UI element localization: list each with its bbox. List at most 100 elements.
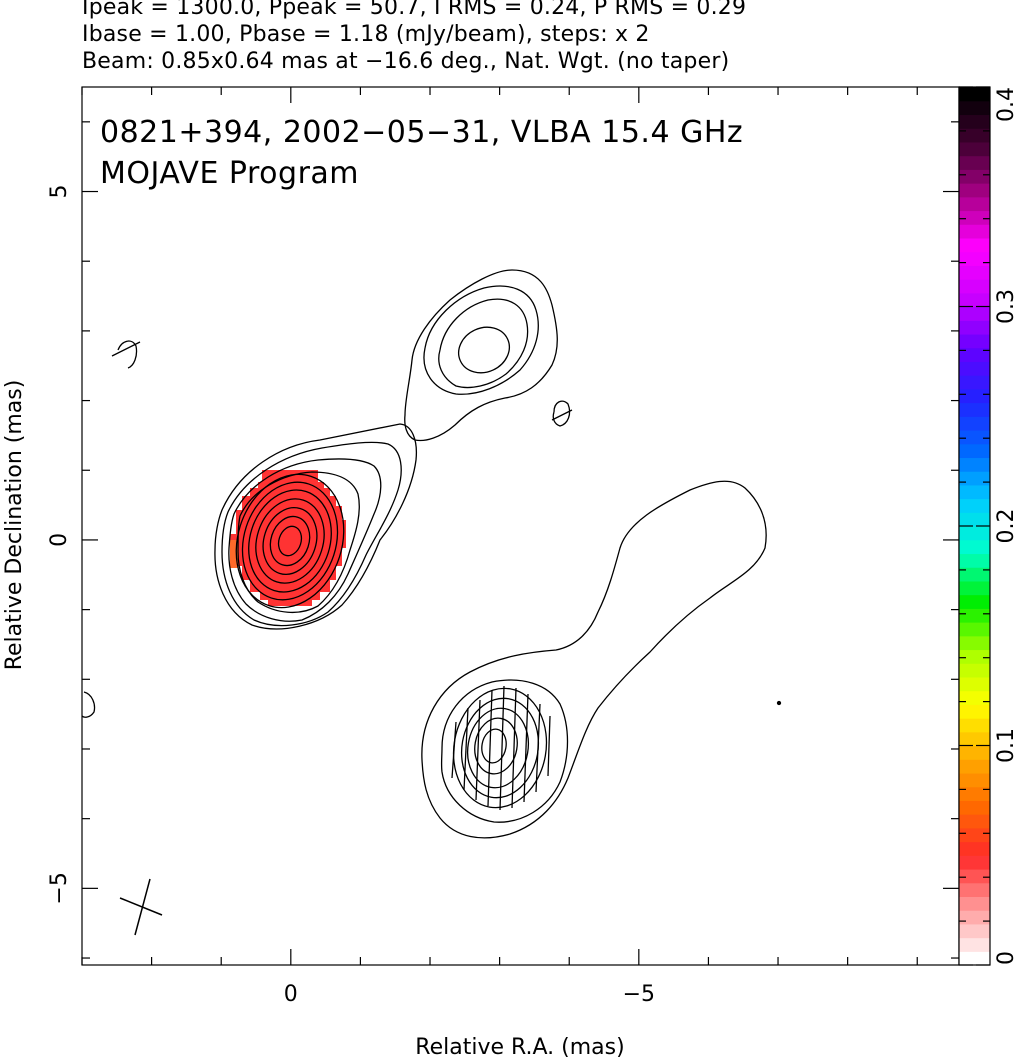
colorbar-cell	[959, 333, 990, 349]
contour-core-5	[235, 473, 345, 609]
colorbar-cell	[959, 882, 990, 898]
colorbar-cell	[959, 141, 990, 157]
colorbar-cell	[959, 704, 990, 719]
contour-isolated-dot	[776, 700, 782, 706]
colorbar-cell	[959, 855, 990, 870]
plot-area	[82, 269, 782, 936]
x-axis-label: Relative R.A. (mas)	[415, 1035, 624, 1060]
colorbar-cell	[959, 676, 990, 692]
contour-core-6	[241, 481, 339, 601]
plot-title: 0821+394, 2002−05−31, VLBA 15.4 GHz	[100, 115, 743, 150]
colorbar-tick-label: 0.3	[994, 289, 1019, 324]
x-tick-labels: 0 −5	[284, 982, 655, 1007]
colorbar-cell	[959, 622, 990, 637]
colorbar-cell	[959, 484, 990, 500]
colorbar-cell	[959, 718, 990, 733]
colorbar-cell	[959, 443, 990, 459]
contour-jet-south-2	[440, 679, 569, 823]
y-axis-label: Relative Declination (mas)	[2, 380, 27, 671]
colorbar-cell	[959, 567, 990, 582]
contour-core-11	[277, 525, 303, 557]
colorbar-cell	[959, 87, 990, 102]
colorbar-cell	[959, 498, 990, 513]
contour-core-outer-1	[214, 423, 418, 630]
colorbar-cell	[959, 608, 990, 623]
x-tick-label: 0	[284, 982, 298, 1007]
colorbar-cell	[959, 814, 990, 829]
contour-core-10	[269, 515, 311, 567]
colorbar-cell	[959, 128, 990, 143]
colorbar-cell	[959, 210, 990, 225]
contour-isolated-right	[551, 400, 573, 427]
colorbar-cell	[959, 937, 990, 952]
colorbar-cell	[959, 539, 990, 555]
contour-jet-north-2	[423, 285, 539, 395]
colorbar-cell	[959, 416, 990, 431]
colorbar-cell	[959, 388, 990, 404]
colorbar-cell	[959, 155, 990, 170]
colorbar-cell	[959, 690, 990, 705]
colorbar-cell	[959, 580, 990, 596]
colorbar-cell	[959, 320, 990, 335]
colorbar-cell	[959, 100, 990, 116]
colorbar-cell	[959, 951, 990, 966]
colorbar-cell	[959, 196, 990, 212]
colorbar-cell	[959, 224, 990, 239]
colorbar-cell	[959, 169, 990, 184]
y-tick-labels: 5 0 −5	[47, 185, 72, 905]
colorbar-tick-label: 0	[994, 951, 1019, 965]
contour-isolated-left	[111, 340, 141, 369]
colorbar-cell	[959, 183, 990, 198]
colorbar-cell	[959, 841, 990, 856]
pol-vector	[475, 699, 481, 801]
colorbar-cell	[959, 526, 990, 541]
colorbar-cell	[959, 237, 990, 253]
colorbar-cell	[959, 731, 990, 747]
colorbar-cell	[959, 457, 990, 472]
colorbar-cell	[959, 471, 990, 486]
colorbar-cell	[959, 827, 990, 843]
y-tick-label: 0	[47, 533, 72, 547]
contour-jet-north-3	[438, 298, 529, 389]
pol-vector	[535, 703, 541, 793]
beam-minor-axis	[119, 897, 163, 916]
colorbar-cell	[959, 786, 990, 801]
pol-vector	[451, 721, 457, 779]
colorbar-tick-label: 0.4	[994, 87, 1019, 122]
contour-jet-north-4	[458, 326, 510, 374]
colorbar-cell	[959, 347, 990, 362]
contour-jet-north-outer	[404, 269, 558, 442]
colorbar-cell	[959, 649, 990, 664]
contour-core-outer-2	[221, 441, 402, 627]
contour-core-7	[248, 489, 332, 593]
y-tick-label: −5	[47, 872, 72, 904]
colorbar-cell	[959, 251, 990, 266]
pol-vector	[523, 693, 529, 803]
colorbar-cell	[959, 772, 990, 788]
colorbar-cell	[959, 663, 990, 678]
colorbar	[959, 87, 990, 966]
contour-core-outer-4	[237, 471, 360, 614]
colorbar-cell	[959, 910, 990, 925]
colorbar-cell	[959, 114, 990, 129]
contours	[82, 269, 782, 839]
colorbar-cell	[959, 512, 990, 527]
contour-core-8	[255, 498, 325, 584]
plot-subtitle: MOJAVE Program	[100, 156, 359, 191]
colorbar-cell	[959, 265, 990, 280]
pol-vector	[487, 689, 493, 807]
contour-jet-south-7	[481, 728, 507, 764]
colorbar-cell	[959, 553, 990, 568]
colorbar-cell	[959, 759, 990, 774]
contour-core-9	[262, 507, 318, 575]
x-tick-label: −5	[623, 982, 655, 1007]
beam-symbol	[119, 878, 163, 936]
y-tick-label: 5	[47, 185, 72, 199]
colorbar-cell	[959, 402, 990, 417]
colorbar-cell	[959, 594, 990, 609]
colorbar-ticks: 0 0.1 0.2 0.3 0.4	[959, 86, 1019, 966]
colorbar-cell	[959, 292, 990, 308]
header-line-peaks: Ipeak = 1300.0, Ppeak = 50.7, I RMS = 0.…	[82, 0, 747, 20]
colorbar-tick-label: 0.2	[994, 509, 1019, 544]
